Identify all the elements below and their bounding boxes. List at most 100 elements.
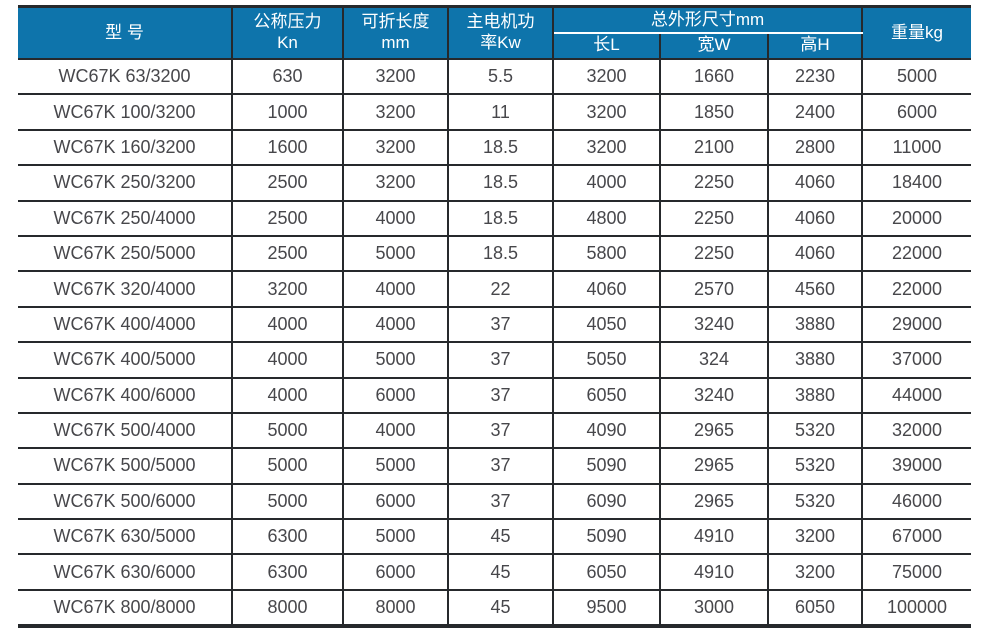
table-row: WC67K 400/4000 4000 4000 37 4050 3240 3880 2900… [18, 305, 972, 344]
value-cell: 6300 [231, 553, 344, 591]
value-cell: 4000 [231, 376, 344, 414]
value-cell: 3200 [552, 57, 661, 96]
model-cell: WC67K 320/4000 [18, 270, 233, 308]
model-cell: WC67K 400/4000 [18, 305, 233, 344]
value-cell: 18.5 [447, 164, 554, 202]
value-cell: 2965 [659, 482, 769, 521]
model-cell: WC67K 500/5000 [18, 447, 233, 485]
value-cell: 4000 [342, 270, 449, 308]
table-row: WC67K 63/3200 630 3200 5.5 3200 1660 2230 5000 [18, 57, 972, 96]
value-cell: 2965 [659, 447, 769, 485]
value-cell: 18.5 [447, 128, 554, 167]
value-cell: 5090 [552, 518, 661, 556]
value-cell: 630 [231, 57, 344, 96]
value-cell: 8000 [342, 588, 449, 629]
value-cell: 5320 [766, 447, 864, 485]
model-cell: WC67K 250/3200 [18, 164, 233, 202]
table-row: WC67K 500/6000 5000 6000 37 6090 2965 5320 4600… [18, 482, 972, 521]
table-row: WC67K 400/5000 4000 5000 37 5050 324 3880 37000 [18, 341, 972, 379]
value-cell: 5090 [552, 447, 661, 485]
value-cell: 4060 [766, 199, 864, 237]
value-cell: 37000 [861, 341, 972, 379]
value-cell: 22000 [861, 270, 972, 308]
value-cell: 3200 [552, 93, 661, 131]
value-cell: 20000 [861, 199, 972, 237]
value-cell: 39000 [861, 447, 972, 485]
model-cell: WC67K 500/4000 [18, 411, 233, 450]
value-cell: 3240 [659, 376, 769, 414]
value-cell: 4560 [766, 270, 864, 308]
value-cell: 4050 [552, 305, 661, 344]
value-cell: 37 [447, 341, 554, 379]
header-folding-length: 可折长度 mm [342, 5, 449, 60]
value-cell: 46000 [861, 482, 972, 521]
value-cell: 6300 [231, 518, 344, 556]
value-cell: 5000 [342, 447, 449, 485]
value-cell: 44000 [861, 376, 972, 414]
spec-table-container: 型 号 公称压力 Kn 可折长度 mm 主电机功 率Kw 总外形尺寸mm 重量k… [18, 5, 972, 629]
value-cell: 5800 [552, 234, 661, 273]
value-cell: 5000 [342, 518, 449, 556]
table-body: WC67K 63/3200 630 3200 5.5 3200 1660 2230 5000 W… [18, 57, 972, 629]
value-cell: 1000 [231, 93, 344, 131]
value-cell: 1660 [659, 57, 769, 96]
value-cell: 37 [447, 411, 554, 450]
model-cell: WC67K 250/4000 [18, 199, 233, 237]
value-cell: 2570 [659, 270, 769, 308]
value-cell: 4910 [659, 518, 769, 556]
header-motor-power-line1: 主电机功 [466, 12, 535, 32]
value-cell: 2100 [659, 128, 769, 167]
value-cell: 3880 [766, 305, 864, 344]
value-cell: 18400 [861, 164, 972, 202]
value-cell: 5.5 [447, 57, 554, 96]
value-cell: 4090 [552, 411, 661, 450]
value-cell: 4000 [552, 164, 661, 202]
value-cell: 32000 [861, 411, 972, 450]
model-cell: WC67K 400/6000 [18, 376, 233, 414]
value-cell: 4000 [342, 411, 449, 450]
value-cell: 5000 [342, 341, 449, 379]
value-cell: 6050 [552, 553, 661, 591]
header-folding-length-unit: mm [381, 33, 410, 52]
header-dim-height: 高H [766, 32, 863, 60]
header-nominal-pressure: 公称压力 Kn [231, 5, 344, 60]
value-cell: 2500 [231, 199, 344, 237]
value-cell: 4000 [231, 305, 344, 344]
value-cell: 6050 [552, 376, 661, 414]
value-cell: 4800 [552, 199, 661, 237]
value-cell: 5000 [231, 447, 344, 485]
value-cell: 18.5 [447, 199, 554, 237]
table-row: WC67K 500/4000 5000 4000 37 4090 2965 5320 3200… [18, 411, 972, 450]
value-cell: 4910 [659, 553, 769, 591]
table-row: WC67K 630/5000 6300 5000 45 5090 4910 3200 6700… [18, 518, 972, 556]
value-cell: 4060 [766, 164, 864, 202]
model-cell: WC67K 630/6000 [18, 553, 233, 591]
header-model: 型 号 [18, 5, 233, 60]
value-cell: 45 [447, 518, 554, 556]
table-header: 型 号 公称压力 Kn 可折长度 mm 主电机功 率Kw 总外形尺寸mm 重量k… [18, 5, 972, 60]
header-motor-power-line2: 率Kw [480, 33, 521, 52]
header-dim-length: 长L [553, 32, 661, 60]
value-cell: 3880 [766, 341, 864, 379]
value-cell: 3200 [766, 518, 864, 556]
table-row: WC67K 500/5000 5000 5000 37 5090 2965 5320 3900… [18, 447, 972, 485]
value-cell: 3200 [342, 128, 449, 167]
value-cell: 6000 [342, 553, 449, 591]
value-cell: 22000 [861, 234, 972, 273]
header-weight: 重量kg [861, 5, 972, 60]
value-cell: 2230 [766, 57, 864, 96]
table-row: WC67K 400/6000 4000 6000 37 6050 3240 3880 4400… [18, 376, 972, 414]
value-cell: 5000 [231, 411, 344, 450]
value-cell: 5320 [766, 482, 864, 521]
value-cell: 37 [447, 482, 554, 521]
value-cell: 5000 [342, 234, 449, 273]
value-cell: 6000 [342, 482, 449, 521]
value-cell: 3000 [659, 588, 769, 629]
value-cell: 6000 [342, 376, 449, 414]
value-cell: 37 [447, 376, 554, 414]
value-cell: 2400 [766, 93, 864, 131]
value-cell: 3200 [552, 128, 661, 167]
value-cell: 3200 [231, 270, 344, 308]
value-cell: 100000 [861, 588, 972, 629]
value-cell: 45 [447, 553, 554, 591]
